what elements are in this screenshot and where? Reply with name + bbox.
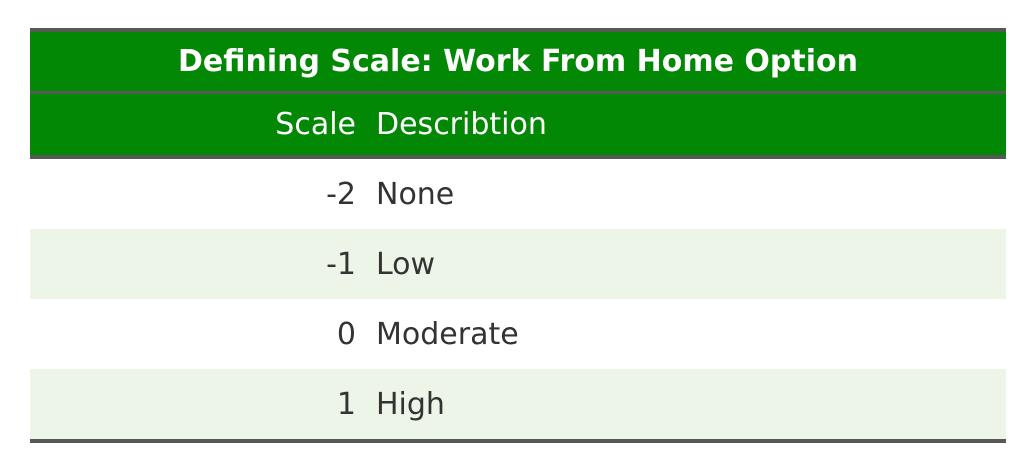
title-divider bbox=[30, 91, 1006, 94]
table-row: -1 Low bbox=[30, 229, 1006, 299]
table-top-rule bbox=[30, 28, 1006, 32]
scale-table: Defining Scale: Work From Home Option Sc… bbox=[30, 28, 1006, 443]
column-header-scale: Scale bbox=[275, 107, 356, 142]
description-cell: Moderate bbox=[376, 316, 519, 352]
header-bottom-rule bbox=[30, 155, 1006, 159]
scale-cell: 0 bbox=[336, 316, 356, 352]
scale-cell: -2 bbox=[326, 176, 356, 212]
table-title-text: Defining Scale: Work From Home Option bbox=[178, 44, 858, 79]
scale-cell: 1 bbox=[336, 386, 356, 422]
table-row: 0 Moderate bbox=[30, 299, 1006, 369]
description-cell: High bbox=[376, 386, 445, 422]
description-cell: None bbox=[376, 176, 455, 212]
table-row: -2 None bbox=[30, 159, 1006, 229]
description-cell: Low bbox=[376, 246, 436, 282]
table-bottom-rule bbox=[30, 439, 1006, 443]
column-header-description: Describtion bbox=[376, 107, 547, 142]
table-title: Defining Scale: Work From Home Option bbox=[30, 32, 1006, 91]
scale-cell: -1 bbox=[326, 246, 356, 282]
table-row: 1 High bbox=[30, 369, 1006, 439]
column-header-row: Scale Describtion bbox=[30, 94, 1006, 155]
